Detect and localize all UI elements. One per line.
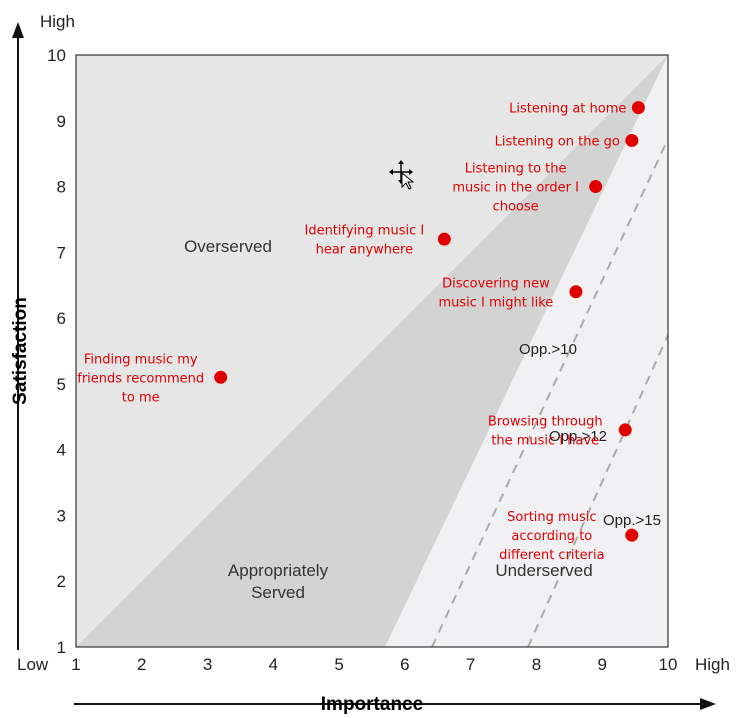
x-low-label: Low [17, 655, 49, 674]
data-point [618, 423, 632, 437]
data-point-label: music in the order I [452, 181, 579, 196]
data-point-label: music I might like [438, 295, 553, 310]
data-point-label: Finding music my [84, 352, 198, 367]
x-tick-label: 10 [659, 655, 678, 674]
x-axis-title: Importance [321, 694, 423, 715]
y-tick-labels: 1 2 3 4 5 6 7 8 9 10 [47, 46, 66, 657]
underserved-label: Underserved [495, 561, 592, 580]
plot-frame [75, 54, 669, 648]
data-point-label: choose [493, 200, 539, 215]
x-tick-label: 7 [466, 655, 475, 674]
x-tick-label: 1 [71, 655, 80, 674]
y-tick-label: 5 [57, 375, 66, 394]
x-tick-label: 3 [203, 655, 212, 674]
x-tick-label: 6 [400, 655, 409, 674]
data-point-label: Discovering new [442, 276, 550, 291]
opp-line-10 [431, 138, 668, 647]
y-tick-label: 1 [57, 638, 66, 657]
y-axis-title: Satisfaction [10, 297, 31, 405]
data-point-label: Listening on the go [495, 135, 620, 150]
data-point [625, 134, 639, 148]
data-point [589, 180, 603, 194]
x-tick-label: 9 [597, 655, 606, 674]
data-point-label: Listening at home [509, 102, 626, 117]
data-point-label: friends recommend [77, 371, 204, 386]
y-high-label: High [40, 12, 75, 31]
data-point-label: different criteria [499, 548, 604, 563]
opp-12-label: Opp.>12 [549, 428, 607, 445]
data-point-label: Listening to the [465, 162, 567, 177]
x-tick-label: 5 [334, 655, 343, 674]
appropriately-served-label-line1: Appropriately [228, 561, 329, 580]
data-point-label: the music I have [491, 433, 599, 448]
y-tick-label: 6 [57, 309, 66, 328]
data-point-label: Identifying music I [304, 224, 424, 239]
y-tick-label: 8 [57, 178, 66, 197]
plot-regions [76, 55, 668, 647]
overserved-label: Overserved [184, 237, 272, 256]
y-axis-arrowhead [12, 22, 24, 38]
x-tick-labels: 1 2 3 4 5 6 7 8 9 10 [71, 655, 677, 674]
opp-10-label: Opp.>10 [519, 341, 577, 358]
data-points: Listening at home Listening on the go List… [77, 101, 645, 563]
x-high-label: High [695, 655, 730, 674]
opp-15-label: Opp.>15 [603, 512, 661, 529]
x-tick-label: 8 [532, 655, 541, 674]
x-tick-label: 4 [269, 655, 278, 674]
y-tick-label: 9 [57, 112, 66, 131]
data-point-label: to me [122, 390, 160, 405]
y-tick-label: 4 [57, 441, 66, 460]
data-point-label: Browsing through [488, 414, 603, 429]
data-point [214, 370, 228, 384]
y-tick-label: 3 [57, 506, 66, 525]
data-point-label: according to [511, 529, 592, 544]
appropriately-served-region [76, 55, 668, 647]
data-point [631, 101, 645, 115]
data-point [437, 232, 451, 246]
y-tick-label: 7 [57, 243, 66, 262]
x-tick-label: 2 [137, 655, 146, 674]
data-point [625, 528, 639, 542]
data-point [569, 285, 583, 299]
x-axis-arrowhead [700, 698, 716, 710]
move-cursor-icon [389, 160, 415, 190]
y-tick-label: 2 [57, 572, 66, 591]
data-point-label: hear anywhere [316, 243, 414, 258]
data-point-label: Sorting music [507, 510, 596, 525]
y-tick-label: 10 [47, 46, 66, 65]
opp-line-12 [527, 334, 668, 647]
appropriately-served-label-line2: Served [251, 583, 305, 602]
